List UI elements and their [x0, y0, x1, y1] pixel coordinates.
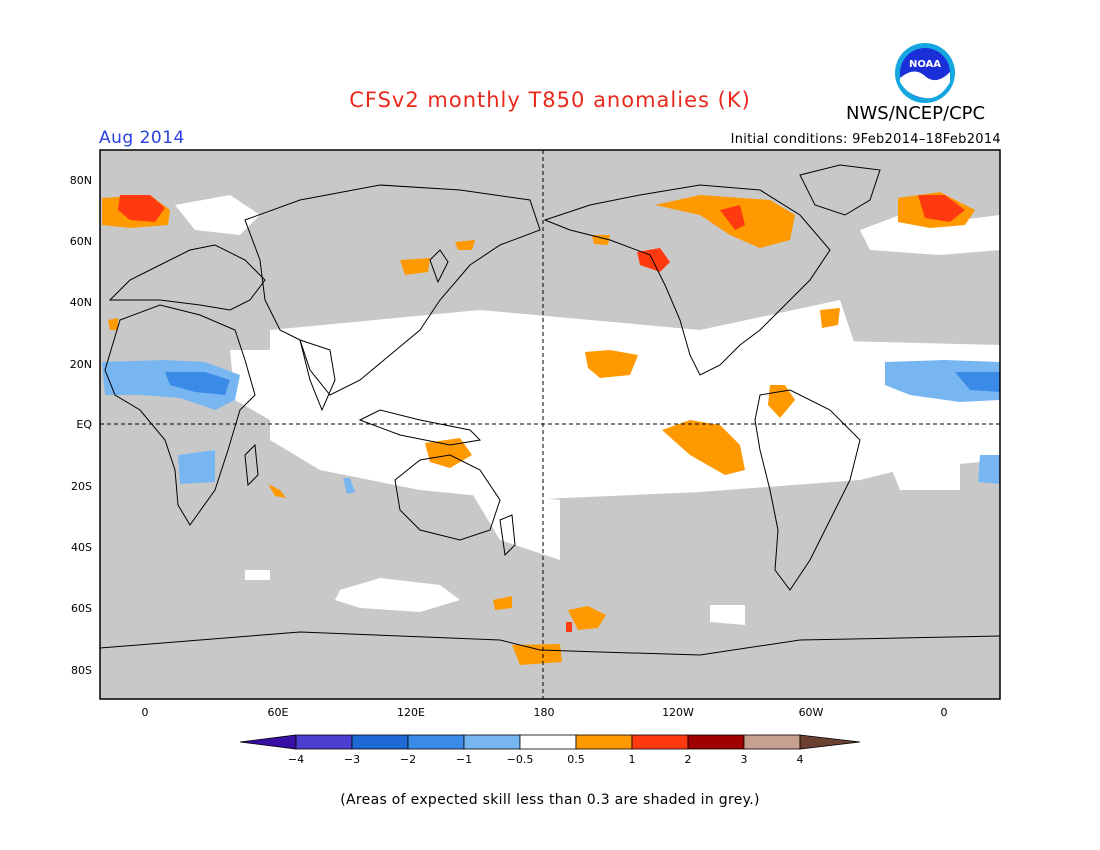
colorbar-swatch [519, 734, 577, 750]
footnote: (Areas of expected skill less than 0.3 a… [340, 792, 760, 808]
lat-tick-label: 20S [71, 480, 92, 493]
map-frame [99, 149, 1001, 700]
lat-tick-label: 20N [70, 358, 92, 371]
lat-tick-label: 40S [71, 541, 92, 554]
latitude-axis: 80N 60N 40N 20N EQ 20S 40S 60S 80S [70, 174, 93, 677]
colorbar-swatch [631, 734, 689, 750]
colorbar-label: 1 [629, 753, 636, 766]
colorbar-swatch [407, 734, 465, 750]
colorbar-label: 2 [685, 753, 692, 766]
lon-tick-label: 120W [662, 706, 694, 719]
colorbar: −4 −3 −2 −1 −0.5 0.5 1 2 3 4 [239, 734, 861, 766]
colorbar-label: 0.5 [567, 753, 585, 766]
colorbar-low-arrow [239, 734, 297, 750]
lat-tick-label: 60N [70, 235, 92, 248]
noaa-logo-text: NOAA [909, 59, 941, 70]
colorbar-label: 3 [741, 753, 748, 766]
map-title: CFSv2 monthly T850 anomalies (K) [349, 88, 751, 112]
colorbar-label: −1 [456, 753, 472, 766]
colorbar-label: −4 [288, 753, 304, 766]
lat-tick-label: 80S [71, 664, 92, 677]
lon-tick-label: 0 [941, 706, 948, 719]
lat-tick-label: EQ [76, 418, 92, 431]
lon-tick-label: 180 [534, 706, 555, 719]
agency-name: NWS/NCEP/CPC [846, 103, 986, 124]
forecast-month: Aug 2014 [99, 128, 185, 148]
colorbar-swatch [295, 734, 353, 750]
colorbar-swatch [575, 734, 633, 750]
longitude-axis: 0 60E 120E 180 120W 60W 0 [142, 706, 948, 719]
lat-tick-label: 40N [70, 296, 92, 309]
colorbar-label: 4 [797, 753, 804, 766]
lon-tick-label: 0 [142, 706, 149, 719]
lat-tick-label: 80N [70, 174, 92, 187]
colorbar-label: −2 [400, 753, 416, 766]
colorbar-swatch [351, 734, 409, 750]
noaa-logo-icon: NOAA [895, 43, 955, 103]
initial-conditions: Initial conditions: 9Feb2014–18Feb2014 [730, 132, 1001, 147]
coastlines [100, 164, 1000, 656]
lon-tick-label: 120E [397, 706, 425, 719]
colorbar-high-arrow [799, 734, 861, 750]
colorbar-swatch [687, 734, 745, 750]
colorbar-label: −3 [344, 753, 360, 766]
lon-tick-label: 60W [799, 706, 824, 719]
colorbar-swatch [743, 734, 801, 750]
negative-anomaly-regions [102, 360, 1000, 494]
colorbar-label: −0.5 [507, 753, 534, 766]
colorbar-swatch [463, 734, 521, 750]
lon-tick-label: 60E [268, 706, 289, 719]
positive-anomaly-regions [102, 192, 975, 665]
lat-tick-label: 60S [71, 602, 92, 615]
